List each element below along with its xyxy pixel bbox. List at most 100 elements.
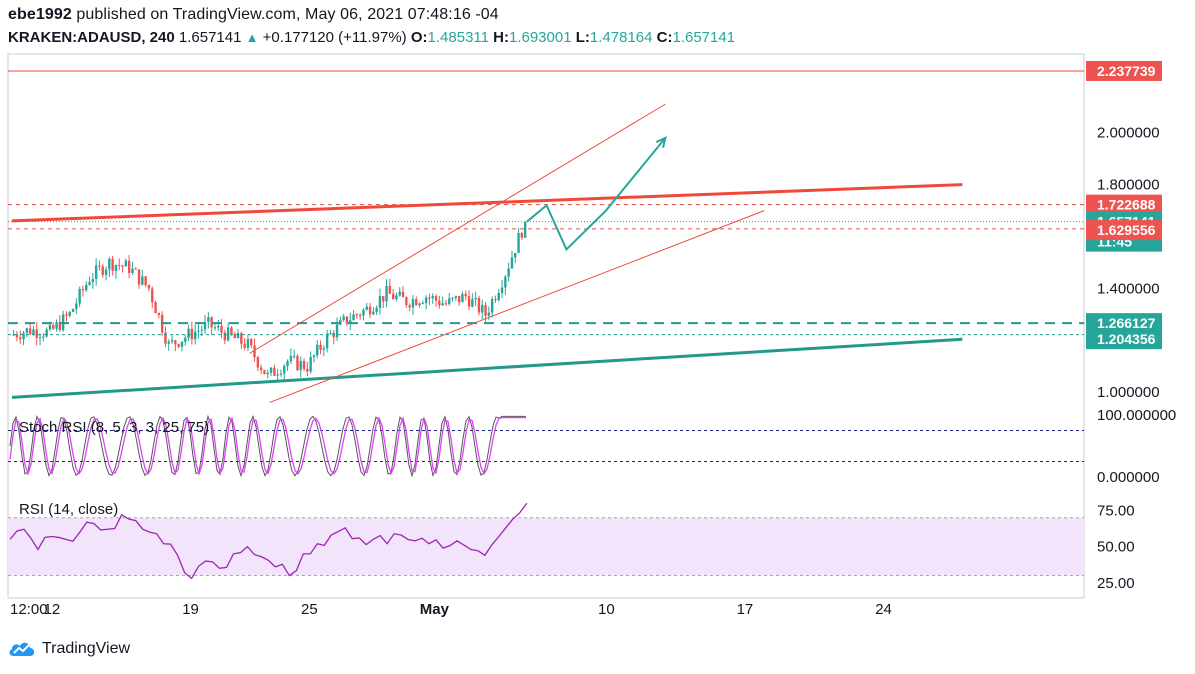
brand-name: TradingView bbox=[42, 640, 131, 657]
candle bbox=[246, 334, 250, 352]
candle-body bbox=[177, 344, 180, 347]
candle bbox=[114, 264, 118, 279]
candle bbox=[177, 343, 180, 349]
time-tick: 12:00 bbox=[10, 601, 48, 618]
rsi-label[interactable]: RSI (14, close) bbox=[19, 501, 118, 518]
candle bbox=[269, 366, 273, 377]
candle bbox=[312, 354, 316, 363]
candle-body bbox=[457, 296, 461, 303]
price-change: +0.177120 (+11.97%) bbox=[262, 29, 407, 46]
stoch-rsi-pane: 100.000000 0.000000 bbox=[8, 407, 1176, 486]
candle-body bbox=[78, 289, 81, 304]
candle-body bbox=[382, 296, 385, 302]
teal-support-trendline[interactable] bbox=[11, 337, 963, 399]
time-tick: 25 bbox=[301, 601, 318, 618]
low-value: 1.478164 bbox=[589, 29, 653, 46]
time-tick: 12 bbox=[44, 601, 61, 618]
candle-body bbox=[71, 309, 75, 312]
candle bbox=[454, 295, 458, 301]
candle-body bbox=[444, 303, 448, 305]
candle-body bbox=[332, 332, 335, 338]
candle bbox=[481, 299, 484, 320]
candle-body bbox=[111, 258, 114, 271]
candle-body bbox=[276, 374, 279, 376]
candle bbox=[523, 221, 527, 238]
candle bbox=[38, 333, 42, 346]
candle bbox=[78, 286, 81, 308]
projection-path[interactable] bbox=[526, 137, 667, 252]
candle bbox=[342, 313, 345, 322]
price-tag-top-text: 2.237739 bbox=[1097, 63, 1156, 79]
candle-body bbox=[243, 343, 246, 348]
candle-body bbox=[114, 265, 118, 271]
candle bbox=[131, 261, 134, 275]
candle bbox=[55, 319, 58, 332]
price-tag-resistance[interactable] bbox=[1086, 194, 1162, 215]
candle-body bbox=[19, 337, 22, 340]
candle-body bbox=[358, 314, 362, 316]
candle bbox=[233, 331, 236, 339]
candle-body bbox=[124, 260, 128, 267]
stoch-rsi-label[interactable]: Stoch RSI (8, 5, 3, 3, 25, 75) bbox=[19, 419, 209, 436]
candle-body bbox=[28, 328, 32, 335]
candle bbox=[141, 269, 144, 286]
price-tag-support[interactable] bbox=[1086, 220, 1162, 241]
rsi-band-layer bbox=[8, 517, 1084, 577]
candle-body bbox=[316, 344, 319, 356]
stoch-k-line bbox=[9, 414, 526, 478]
candle bbox=[517, 227, 520, 254]
candle-body bbox=[299, 361, 302, 371]
close-label: C: bbox=[656, 29, 673, 46]
candle-body bbox=[322, 348, 326, 350]
price-tag-top[interactable] bbox=[1086, 60, 1162, 81]
candle-body bbox=[507, 268, 510, 277]
candle bbox=[461, 291, 464, 303]
candle-body bbox=[302, 361, 306, 369]
channel-lower-line[interactable] bbox=[269, 210, 765, 404]
candle bbox=[230, 326, 233, 336]
candle-body bbox=[240, 333, 243, 344]
rsi-tick: 25.00 bbox=[1097, 575, 1135, 592]
candle-body bbox=[471, 299, 474, 307]
candle-body bbox=[405, 297, 408, 306]
candle bbox=[226, 322, 230, 342]
price-tick: 1.000000 bbox=[1097, 384, 1160, 401]
candle-body bbox=[292, 355, 296, 357]
channel-upper-line[interactable] bbox=[249, 103, 666, 354]
candle-body bbox=[510, 257, 514, 269]
candle bbox=[81, 285, 85, 297]
candle bbox=[286, 359, 289, 371]
candle bbox=[302, 358, 306, 372]
candle bbox=[164, 326, 167, 348]
price-axis[interactable]: 2.000000 1.800000 1.400000 1.000000 2.237739… bbox=[1086, 60, 1162, 401]
candle-body bbox=[263, 370, 266, 375]
candle-body bbox=[121, 265, 124, 267]
candle-body bbox=[65, 314, 68, 316]
footer-brand[interactable]: TradingView bbox=[8, 640, 130, 658]
candle-body bbox=[250, 339, 253, 346]
candle bbox=[292, 349, 296, 360]
candle-body bbox=[210, 317, 213, 328]
candle bbox=[137, 269, 141, 289]
price-tag-teal[interactable] bbox=[1086, 329, 1162, 350]
candle-body bbox=[85, 284, 88, 291]
candle bbox=[444, 300, 448, 306]
candle bbox=[507, 262, 510, 282]
candle-body bbox=[296, 355, 299, 371]
price-tag-dashed-green[interactable] bbox=[1086, 313, 1162, 334]
candle-body bbox=[477, 298, 481, 313]
candle-body bbox=[352, 314, 355, 321]
candle bbox=[19, 330, 22, 344]
candle-body bbox=[431, 296, 434, 299]
rsi-tick: 75.00 bbox=[1097, 502, 1135, 519]
drawing-lines[interactable] bbox=[8, 70, 1084, 404]
candle-body bbox=[474, 298, 477, 300]
candle-body bbox=[187, 328, 190, 338]
symbol-label[interactable]: KRAKEN:ADAUSD, 240 bbox=[8, 29, 175, 46]
candle bbox=[243, 338, 246, 351]
candle-body bbox=[101, 266, 104, 276]
red-resistance-trendline[interactable] bbox=[11, 183, 963, 223]
author-name[interactable]: ebe1992 bbox=[8, 6, 72, 23]
